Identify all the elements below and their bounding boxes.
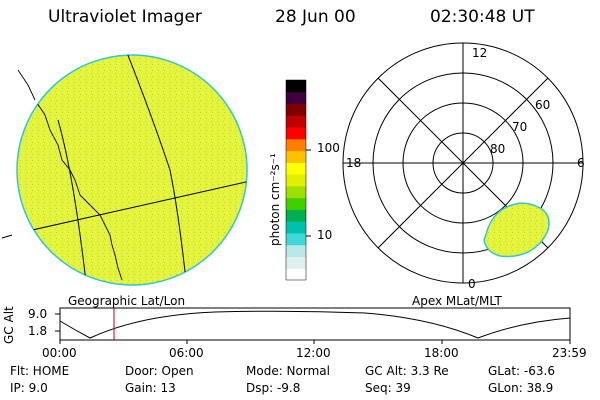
colorbar-segment [286, 185, 306, 199]
glon-status: GLon: 38.9 [488, 381, 554, 395]
auroral-image-patch [483, 202, 550, 258]
gc-alt-status: GC Alt: 3.3 Re [365, 364, 449, 378]
lat-label-60: 60 [535, 98, 551, 112]
polar-diagonal [377, 77, 549, 249]
ip-status: IP: 9.0 [10, 381, 48, 395]
colorbar-segment [286, 162, 306, 175]
apex-caption: Apex MLat/MLT [412, 294, 502, 308]
xtick-label: 12:00 [296, 346, 331, 360]
colorbar-segment [286, 244, 306, 257]
altitude-ytick-bottom: 1.8 [28, 324, 48, 338]
colorbar-segment [286, 174, 306, 187]
geographic-image [1, 54, 248, 286]
colorbar-unit-label: photon cm⁻²s⁻¹ [268, 153, 282, 246]
altitude-plot-frame [59, 307, 571, 341]
geographic-caption: Geographic Lat/Lon [68, 294, 186, 308]
latitude-line [1, 234, 13, 239]
colorbar-segment [286, 115, 306, 128]
lat-label-70: 70 [512, 120, 528, 134]
colorbar-segment [286, 138, 306, 152]
colorbar-segment [286, 232, 306, 246]
meridian-line [57, 119, 89, 285]
time-label: 02:30:48 UT [430, 7, 535, 27]
xtick-label: 23:59 [552, 346, 587, 360]
colorbar-segment [286, 150, 306, 163]
seq-status: Seq: 39 [365, 381, 411, 395]
colorbar-segment [286, 209, 306, 222]
latitude-line [17, 179, 247, 236]
colorbar-frame [285, 79, 307, 281]
xtick-label: 18:00 [424, 346, 459, 360]
flight-status: Flt: HOME [10, 364, 70, 378]
coastline [34, 99, 123, 281]
colorbar-segment [286, 256, 306, 269]
mlt-label-18: 18 [346, 156, 362, 170]
colorbar-segment [286, 268, 306, 281]
altitude-ylabel: GC Alt [2, 306, 16, 344]
mode-status: Mode: Normal [246, 364, 330, 378]
colorbar-segment [286, 197, 306, 210]
altitude-curve [59, 310, 571, 339]
glat-status: GLat: -63.6 [488, 364, 555, 378]
xtick-label: 00:00 [42, 346, 77, 360]
colorbar-segment [286, 80, 306, 93]
app-title: Ultraviolet Imager [48, 7, 202, 27]
dsp-status: Dsp: -9.8 [246, 381, 301, 395]
mlt-label-12: 12 [472, 46, 488, 60]
meridian-line [117, 55, 189, 285]
mlt-label-6: 6 [577, 156, 585, 170]
polar-plot [342, 42, 584, 284]
coastline [17, 69, 36, 101]
colorbar-tick-label: 100 [317, 141, 340, 155]
lat-label-80: 80 [490, 142, 506, 156]
altitude-plot [55, 307, 571, 344]
colorbar [285, 79, 311, 281]
colorbar-segment [286, 91, 306, 105]
geo-disc [16, 54, 248, 286]
colorbar-segment [286, 103, 306, 116]
xtick-label: 06:00 [169, 346, 204, 360]
gain-status: Gain: 13 [125, 381, 176, 395]
colorbar-segment [286, 127, 306, 140]
date-label: 28 Jun 00 [275, 7, 356, 27]
mlt-label-0: 0 [468, 277, 476, 291]
colorbar-tick-label: 10 [317, 228, 333, 242]
altitude-ytick-top: 9.0 [28, 307, 48, 321]
colorbar-segment [286, 221, 306, 234]
door-status: Door: Open [125, 364, 194, 378]
